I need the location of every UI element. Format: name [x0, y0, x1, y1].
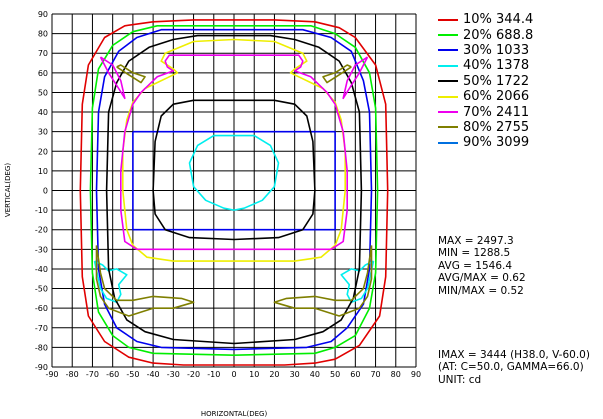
- stat-line: UNIT: cd: [438, 373, 482, 386]
- x-tick-label: -30: [167, 370, 180, 379]
- x-tick-label: 10: [249, 370, 259, 379]
- y-tick-label: 10: [38, 167, 48, 176]
- y-tick-label: 90: [38, 10, 48, 19]
- legend-item: 70% 2411: [438, 104, 533, 120]
- x-tick-label: -10: [207, 370, 220, 379]
- x-tick-label: -50: [126, 370, 139, 379]
- contour-line-4: [340, 260, 375, 304]
- legend-swatch: [438, 49, 458, 52]
- contour-line-3: [132, 130, 336, 231]
- x-tick-label: 50: [330, 370, 340, 379]
- stat-line: IMAX = 3444 (H38.0, V-60.0): [438, 349, 590, 361]
- contour-line-8: [95, 245, 195, 317]
- legend-label: 40% 1378: [463, 58, 530, 74]
- y-tick-label: -40: [35, 265, 48, 274]
- y-tick-label: 20: [38, 147, 48, 156]
- x-tick-label: -90: [45, 370, 58, 379]
- x-tick-label: 60: [350, 370, 360, 379]
- legend-swatch: [438, 64, 458, 67]
- y-tick-label: -80: [35, 343, 48, 352]
- legend-label: 90% 3099: [463, 135, 530, 151]
- legend-item: 40% 1378: [438, 58, 533, 73]
- y-tick-label: -50: [35, 285, 48, 294]
- legend-item: 20% 688.8: [438, 27, 534, 43]
- contour-line-8: [322, 64, 352, 84]
- y-tick-label: 70: [38, 49, 48, 58]
- y-axis-label: VERTICAL(DEG): [4, 163, 12, 217]
- stat-line: MIN = 1288.5: [438, 247, 511, 260]
- x-tick-label: 40: [310, 370, 320, 379]
- x-tick-label: 70: [370, 370, 380, 379]
- stat-line: MAX = 2497.3: [438, 235, 514, 247]
- y-tick-label: 30: [38, 128, 48, 137]
- stat-line: MIN/MAX = 0.52: [438, 284, 524, 297]
- y-tick-label: 0: [43, 187, 48, 196]
- stat-line: AVG = 1546.4: [438, 259, 513, 272]
- legend-swatch: [438, 126, 458, 129]
- contour-line-7: [120, 54, 348, 251]
- legend-swatch: [438, 34, 458, 37]
- legend-item: 10% 344.4: [438, 12, 533, 27]
- legend-label: 10% 344.4: [463, 12, 534, 28]
- y-tick-label: -30: [35, 245, 48, 254]
- contour-line-4: [93, 260, 128, 304]
- x-tick-label: 90: [411, 370, 421, 379]
- legend-swatch: [438, 141, 458, 144]
- y-tick-label: 50: [38, 88, 48, 97]
- stats-imax: IMAX = 3444 (H38.0, V-60.0) (AT: C=50.0, …: [438, 349, 590, 386]
- x-tick-label: -60: [106, 370, 119, 379]
- legend-item: 50% 1722: [438, 74, 533, 89]
- contour-line-4: [188, 134, 280, 211]
- legend-item: 60% 2066: [438, 89, 533, 104]
- contour-line-8: [273, 245, 373, 317]
- x-tick-label: 20: [269, 370, 279, 379]
- y-tick-label: 60: [38, 69, 48, 78]
- contour-line-2: [89, 25, 379, 356]
- legend-label: 80% 2755: [463, 119, 530, 135]
- x-tick-label: -20: [187, 370, 200, 379]
- y-tick-label: -70: [35, 324, 48, 333]
- y-tick-label: -20: [35, 226, 48, 235]
- contour-line-7: [342, 56, 369, 100]
- legend-item: 90% 3099: [438, 135, 533, 150]
- grid: [51, 13, 417, 368]
- x-tick-label: -80: [66, 370, 79, 379]
- y-tick-label: 80: [38, 30, 48, 39]
- contour-line-3: [95, 28, 373, 351]
- legend-swatch: [438, 18, 458, 21]
- y-tick-labels: 90 80 70 60 50 40 30 20 10 0 -10 -20 -30 -40 -50 -60 -70…: [35, 10, 48, 372]
- x-axis-label: HORIZONTAL(DEG): [201, 410, 268, 418]
- legend-label: 50% 1722: [463, 73, 530, 89]
- contour-line-7: [99, 56, 126, 100]
- legend: 10% 344.4 20% 688.8 30% 1033 40% 1378 50% 17…: [438, 12, 533, 151]
- legend-item: 30% 1033: [438, 43, 533, 58]
- contour-line-6: [122, 38, 346, 262]
- y-tick-label: -60: [35, 304, 48, 313]
- x-tick-label: -70: [86, 370, 99, 379]
- x-tick-labels: -90 -80 -70 -60 -50 -40 -30 -20 -10 0 10 20 30 40 50 60…: [45, 370, 421, 379]
- x-tick-label: 80: [391, 370, 401, 379]
- stat-line: (AT: C=50.0, GAMMA=66.0): [438, 361, 584, 374]
- contour-line-1: [79, 19, 389, 366]
- legend-swatch: [438, 80, 458, 83]
- legend-label: 70% 2411: [463, 104, 530, 120]
- x-tick-label: 30: [290, 370, 300, 379]
- x-tick-label: 0: [231, 370, 236, 379]
- legend-label: 60% 2066: [463, 89, 530, 105]
- stats-summary: MAX = 2497.3 MIN = 1288.5 AVG = 1546.4 AVG/…: [438, 235, 526, 297]
- legend-label: 30% 1033: [463, 42, 530, 58]
- stat-line: AVG/MAX = 0.62: [438, 272, 526, 285]
- y-tick-label: -90: [35, 363, 48, 372]
- x-tick-label: -40: [147, 370, 160, 379]
- legend-swatch: [438, 95, 458, 98]
- legend-swatch: [438, 111, 458, 114]
- y-tick-label: -10: [35, 206, 48, 215]
- y-tick-label: 40: [38, 108, 48, 117]
- contour-lines: [79, 19, 389, 366]
- legend-item: 80% 2755: [438, 120, 533, 135]
- contour-line-5: [152, 99, 316, 241]
- contour-line-8: [116, 64, 146, 84]
- legend-label: 20% 688.8: [463, 27, 534, 43]
